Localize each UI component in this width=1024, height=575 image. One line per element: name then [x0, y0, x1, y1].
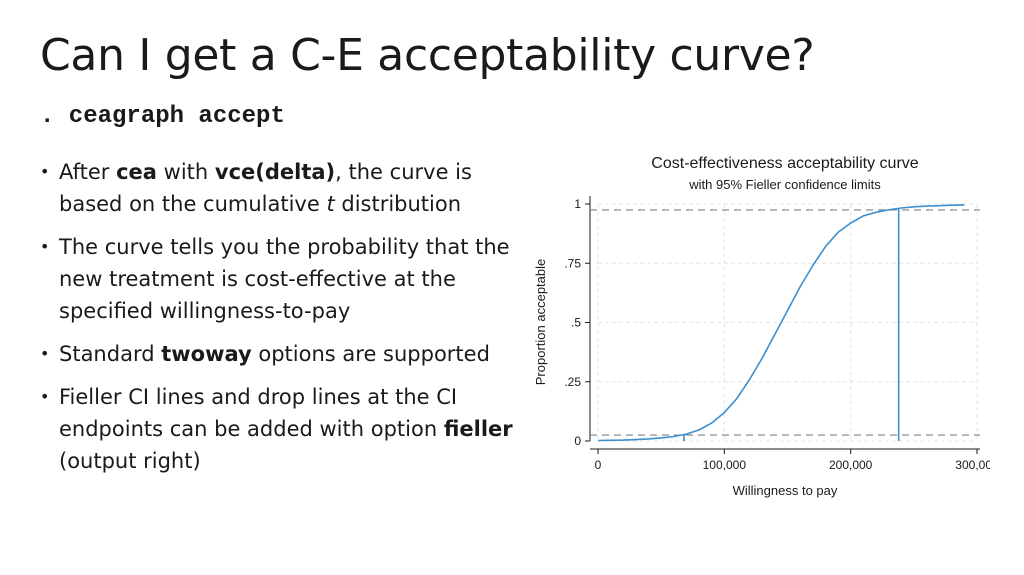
y-tick-label: 0 — [574, 434, 581, 448]
text-run: After — [59, 160, 117, 184]
text-run: Standard — [59, 342, 162, 366]
y-tick-label: .5 — [571, 316, 581, 330]
bullet-item: • Fieller CI lines and drop lines at the … — [40, 381, 520, 477]
chart-title: Cost-effectiveness acceptability curve — [651, 155, 918, 172]
text-run: , the curve is based on the cumulative — [59, 160, 472, 216]
x-axis-label: Willingness to pay — [733, 483, 838, 498]
acceptability-curve-line — [597, 204, 965, 442]
x-tick-label: 200,000 — [829, 458, 873, 472]
bullet-list: • After cea with vce(delta), the curve is… — [40, 156, 520, 488]
chart-svg: Cost-effectiveness acceptability curve w… — [533, 155, 990, 498]
bold-term: cea — [116, 160, 157, 184]
bullet-item: • Standard twoway options are supported — [40, 338, 520, 370]
bullet-dot-icon: • — [40, 162, 50, 181]
chart-subtitle: with 95% Fieller confidence limits — [688, 177, 881, 192]
bold-term: fieller — [443, 417, 513, 441]
stata-command: . ceagraph accept — [40, 103, 285, 130]
text-run: options are supported — [251, 342, 490, 366]
ceac-chart: Cost-effectiveness acceptability curve w… — [530, 148, 990, 508]
y-axis-label: Proportion acceptable — [533, 259, 548, 385]
bullet-text: After cea with vce(delta), the curve is … — [59, 160, 472, 216]
text-run: distribution — [334, 192, 462, 216]
y-tick-label: 1 — [574, 197, 581, 211]
bullet-text: The curve tells you the probability that… — [59, 235, 510, 323]
x-tick-label: 300,000 — [955, 458, 990, 472]
bullet-dot-icon: • — [40, 237, 50, 256]
bold-term: twoway — [161, 342, 252, 366]
text-run: (output right) — [59, 449, 201, 473]
bullet-dot-icon: • — [40, 387, 50, 406]
y-tick-label: .75 — [564, 256, 581, 270]
bullet-item: • After cea with vce(delta), the curve is… — [40, 156, 520, 220]
italic-term: t — [326, 192, 335, 216]
slide-title: Can I get a C-E acceptability curve? — [40, 30, 815, 81]
x-tick-label: 0 — [595, 458, 602, 472]
x-tick-label: 100,000 — [703, 458, 747, 472]
bullet-text: Standard twoway options are supported — [59, 342, 490, 366]
y-tick-label: .25 — [564, 375, 581, 389]
text-run: Fieller CI lines and drop lines at the C… — [59, 385, 458, 441]
text-run: with — [156, 160, 215, 184]
bold-term: vce(delta) — [214, 160, 336, 184]
bullet-dot-icon: • — [40, 344, 50, 363]
bullet-item: • The curve tells you the probability tha… — [40, 231, 520, 327]
text-run: The curve tells you the probability that… — [59, 235, 510, 323]
bullet-text: Fieller CI lines and drop lines at the C… — [59, 385, 513, 473]
